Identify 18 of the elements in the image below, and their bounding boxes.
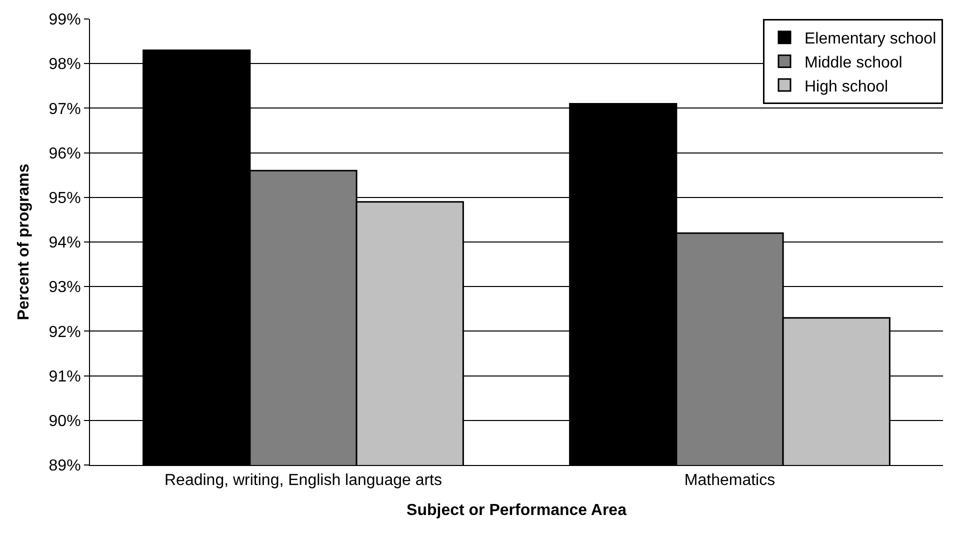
legend-label: Elementary school bbox=[804, 30, 936, 48]
y-tick-label: 99% bbox=[48, 12, 81, 29]
y-tick-label: 98% bbox=[48, 56, 81, 74]
y-tick-label: 94% bbox=[48, 234, 81, 252]
y-tick-label: 97% bbox=[48, 100, 81, 118]
y-tick-label: 93% bbox=[48, 279, 81, 296]
y-tick-label: 90% bbox=[48, 413, 81, 430]
y-tick-label: 95% bbox=[48, 190, 81, 207]
y-tick-label: 96% bbox=[48, 145, 81, 162]
y-tick-label: 91% bbox=[48, 368, 81, 386]
y-tick-label: 89% bbox=[48, 458, 81, 475]
x-tick-label: Reading, writing, English language arts bbox=[164, 472, 442, 490]
x-tick-label: Mathematics bbox=[684, 472, 776, 490]
x-axis-title: Subject or Performance Area bbox=[406, 502, 627, 519]
legend-label: Middle school bbox=[804, 54, 902, 72]
y-axis-title: Percent of programs bbox=[16, 164, 33, 320]
y-tick-label: 92% bbox=[48, 324, 81, 341]
legend-label: High school bbox=[804, 78, 888, 96]
